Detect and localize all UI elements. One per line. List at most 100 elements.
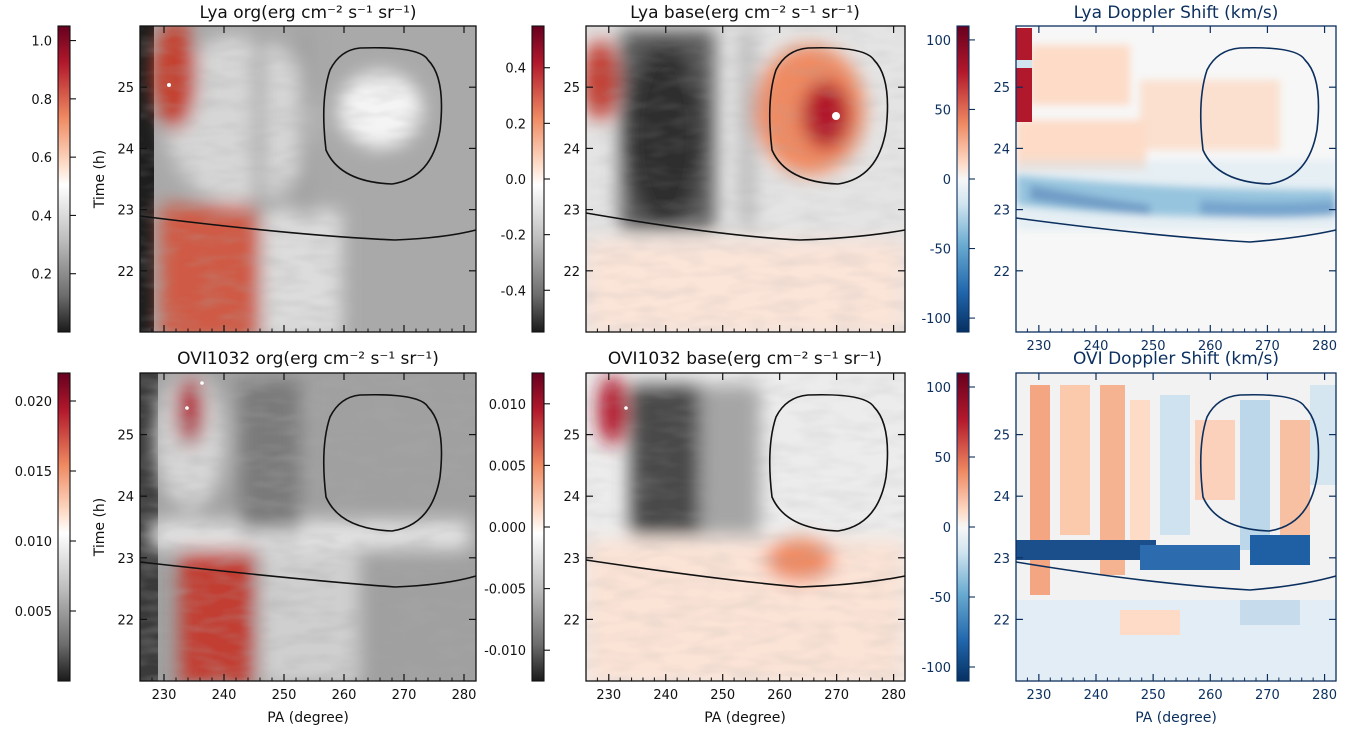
colorbar-label-5--100: -100 bbox=[921, 661, 951, 676]
x-tick-label-2-240: 240 bbox=[1084, 339, 1109, 354]
y-tick-label-5-25: 25 bbox=[993, 429, 1010, 444]
x-tick-label-4-260: 260 bbox=[767, 688, 792, 703]
colorbar-label-1-0.4: 0.4 bbox=[505, 62, 526, 77]
y-tick-label-0-23: 23 bbox=[117, 204, 134, 219]
y-tick-label-3-22: 22 bbox=[117, 613, 134, 628]
x-tick-label-3-280: 280 bbox=[452, 688, 477, 703]
colorbar-label-0-0.4: 0.4 bbox=[31, 209, 52, 224]
y-tick-label-4-23: 23 bbox=[563, 552, 580, 567]
y-tick-label-5-23: 23 bbox=[993, 552, 1010, 567]
x-tick-label-4-240: 240 bbox=[653, 688, 678, 703]
y-tick-label-5-22: 22 bbox=[993, 613, 1010, 628]
heatmap-lya-doppler bbox=[1016, 26, 1336, 332]
panel-title-lya-org: Lya org(erg cm⁻² s⁻¹ sr⁻¹) bbox=[199, 3, 416, 23]
colorbar-label-0-0.2: 0.2 bbox=[31, 268, 52, 283]
heatmap-ovi-base bbox=[586, 373, 905, 681]
x-tick-label-2-270: 270 bbox=[1255, 339, 1280, 354]
y-tick-label-3-25: 25 bbox=[117, 429, 134, 444]
colorbar-label-2-100: 100 bbox=[926, 34, 951, 49]
colorbar-label-0-0.6: 0.6 bbox=[31, 151, 52, 166]
panel-title-ovi-base: OVI1032 base(erg cm⁻² s⁻¹ sr⁻¹) bbox=[608, 349, 882, 369]
x-tick-label-4-250: 250 bbox=[710, 688, 735, 703]
x-tick-label-5-270: 270 bbox=[1255, 688, 1280, 703]
colorbar-label-5--50: -50 bbox=[930, 591, 951, 606]
colorbar-label-2-50: 50 bbox=[934, 103, 951, 118]
y-tick-label-1-25: 25 bbox=[563, 81, 580, 96]
colorbar-label-4-0.010: 0.010 bbox=[489, 398, 526, 413]
colorbar-6 bbox=[957, 373, 969, 681]
y-tick-label-0-24: 24 bbox=[117, 142, 134, 157]
colorbar-label-1-0.0: 0.0 bbox=[505, 173, 526, 188]
y-tick-label-2-23: 23 bbox=[993, 204, 1010, 219]
y-tick-label-3-24: 24 bbox=[117, 490, 134, 505]
colorbar-label-4--0.005: -0.005 bbox=[484, 583, 526, 598]
colorbar-frame-3 bbox=[57, 372, 71, 682]
colorbar-label-5-100: 100 bbox=[926, 381, 951, 396]
x-axis-label-ovi-doppler: PA (degree) bbox=[1135, 710, 1217, 726]
colorbar-label-4-0.005: 0.005 bbox=[489, 459, 526, 474]
y-tick-label-1-22: 22 bbox=[563, 265, 580, 280]
x-tick-label-3-270: 270 bbox=[392, 688, 417, 703]
colorbar-label-2-0: 0 bbox=[943, 173, 951, 188]
colorbar-label-1--0.4: -0.4 bbox=[501, 284, 526, 299]
y-tick-label-4-22: 22 bbox=[563, 613, 580, 628]
colorbar-5 bbox=[532, 373, 544, 681]
x-tick-label-2-280: 280 bbox=[1312, 339, 1337, 354]
x-tick-label-3-250: 250 bbox=[272, 688, 297, 703]
contours bbox=[139, 46, 906, 588]
colorbar-label-4-0.000: 0.000 bbox=[489, 521, 526, 536]
x-tick-label-3-260: 260 bbox=[332, 688, 357, 703]
heatmap-ovi-doppler bbox=[1016, 373, 1336, 681]
y-axis-label-lya-org: Time (h) bbox=[92, 150, 108, 210]
colorbar-frame-0 bbox=[57, 25, 71, 333]
y-tick-label-2-24: 24 bbox=[993, 142, 1010, 157]
colorbar-label-1-0.2: 0.2 bbox=[505, 117, 526, 132]
colorbar-label-2--100: -100 bbox=[921, 312, 951, 327]
x-tick-label-4-270: 270 bbox=[824, 688, 849, 703]
colorbar-label-0-0.8: 0.8 bbox=[31, 93, 52, 108]
colorbar-4 bbox=[58, 373, 70, 681]
x-tick-label-4-230: 230 bbox=[596, 688, 621, 703]
x-tick-label-2-230: 230 bbox=[1026, 339, 1051, 354]
y-tick-label-4-24: 24 bbox=[563, 490, 580, 505]
colorbar-label-3-0.015: 0.015 bbox=[15, 465, 52, 480]
y-tick-label-5-24: 24 bbox=[993, 490, 1010, 505]
colorbar-2 bbox=[532, 26, 544, 332]
panel-title-ovi-org: OVI1032 org(erg cm⁻² s⁻¹ sr⁻¹) bbox=[177, 349, 439, 369]
x-tick-label-3-230: 230 bbox=[152, 688, 177, 703]
colorbar-label-3-0.020: 0.020 bbox=[15, 395, 52, 410]
colorbar-label-4--0.010: -0.010 bbox=[484, 644, 526, 659]
y-axis-label-ovi-org: Time (h) bbox=[92, 498, 108, 558]
x-tick-label-5-260: 260 bbox=[1198, 688, 1223, 703]
colorbar-label-1--0.2: -0.2 bbox=[501, 229, 526, 244]
colorbar-label-3-0.005: 0.005 bbox=[15, 605, 52, 620]
colorbar-label-5-50: 50 bbox=[934, 451, 951, 466]
colorbar-1 bbox=[58, 26, 70, 332]
y-tick-label-0-25: 25 bbox=[117, 81, 134, 96]
heatmap-lya-base bbox=[586, 26, 905, 332]
colorbar-label-0-1.0: 1.0 bbox=[31, 35, 52, 50]
panel-title-ovi-doppler: OVI Doppler Shift (km/s) bbox=[1073, 349, 1279, 369]
x-tick-label-2-260: 260 bbox=[1198, 339, 1223, 354]
x-tick-label-2-250: 250 bbox=[1141, 339, 1166, 354]
x-tick-label-5-280: 280 bbox=[1312, 688, 1337, 703]
colorbar-3 bbox=[957, 26, 969, 332]
x-tick-label-3-240: 240 bbox=[212, 688, 237, 703]
colorbar-label-2--50: -50 bbox=[930, 243, 951, 258]
contours-doppler bbox=[1015, 46, 1337, 591]
panel-title-lya-base: Lya base(erg cm⁻² s⁻¹ sr⁻¹) bbox=[630, 3, 860, 23]
x-tick-label-5-240: 240 bbox=[1084, 688, 1109, 703]
y-tick-label-1-24: 24 bbox=[563, 142, 580, 157]
y-tick-label-4-25: 25 bbox=[563, 429, 580, 444]
heatmap-ovi-org bbox=[140, 373, 476, 681]
heatmap-lya-org bbox=[140, 26, 476, 332]
x-tick-label-5-230: 230 bbox=[1026, 688, 1051, 703]
y-tick-label-0-22: 22 bbox=[117, 265, 134, 280]
colorbar-label-3-0.010: 0.010 bbox=[15, 535, 52, 550]
x-tick-label-4-280: 280 bbox=[881, 688, 906, 703]
y-tick-label-2-22: 22 bbox=[993, 265, 1010, 280]
x-axis-label-ovi-org: PA (degree) bbox=[267, 710, 349, 726]
panel-title-lya-doppler: Lya Doppler Shift (km/s) bbox=[1074, 3, 1279, 23]
x-axis-label-ovi-base: PA (degree) bbox=[704, 710, 786, 726]
